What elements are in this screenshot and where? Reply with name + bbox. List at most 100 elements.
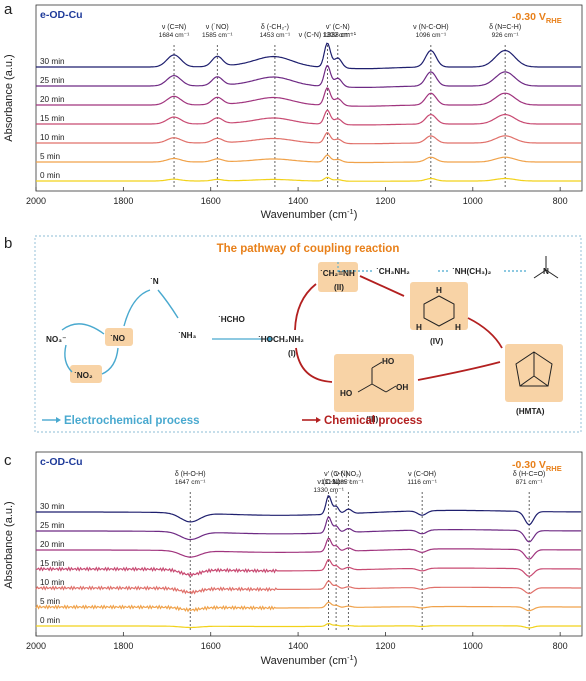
- chart-a: e-OD-Cu -0.30 VRHE Absorbance (a.u.) Wav…: [3, 4, 583, 221]
- x-tick-label: 1000: [463, 196, 483, 206]
- time-label: 0 min: [40, 171, 60, 180]
- chart-a-potential: -0.30 VRHE: [512, 11, 562, 25]
- chart-c-ylabel: Absorbance (a.u.): [3, 501, 15, 588]
- species-ch3nh2: ˙CH₃NH₂: [376, 267, 410, 276]
- chart-a-band-labels: ν (C=N)1684 cm⁻¹ ν (˙NO)1585 cm⁻¹ δ (-CH₂-…: [159, 23, 521, 39]
- band-wavenumber: 871 cm⁻¹: [516, 479, 544, 486]
- series-line-15-min: [36, 109, 582, 126]
- time-label: 10 min: [40, 578, 65, 587]
- pathway-diagram: The pathway of coupling reaction NO₃⁻ ˙N…: [34, 235, 582, 433]
- x-tick-label: 1000: [463, 641, 483, 651]
- x-tick-label: 2000: [26, 641, 46, 651]
- time-label: 10 min: [40, 133, 65, 142]
- time-label: 30 min: [40, 502, 65, 511]
- triol-oh-right: OH: [396, 383, 408, 392]
- species-ch2nh: ˙CH₂=NH: [320, 269, 355, 278]
- band-label: δ (N=C-H): [489, 24, 521, 31]
- arrow-iii-hmta: [417, 361, 501, 381]
- chart-a-ylabel: Absorbance (a.u.): [3, 54, 15, 141]
- arrow-no3-no: [61, 323, 105, 335]
- time-label: 30 min: [40, 57, 65, 66]
- series-line-10-min: [35, 580, 582, 595]
- label-ii: (II): [334, 283, 344, 292]
- series-line-5-min: [36, 154, 582, 164]
- chart-c-frame: [35, 451, 583, 637]
- x-tick-label: 1200: [375, 641, 395, 651]
- time-label: 25 min: [40, 76, 65, 85]
- species-nh3: ˙NH₃: [178, 331, 197, 340]
- band-label: ν (C-OH): [408, 471, 436, 478]
- band-label: ν (C=N): [162, 24, 186, 31]
- band-wavenumber: 1285 cm⁻¹: [333, 479, 364, 486]
- legend-electrochemical: Electrochemical process: [64, 415, 200, 427]
- label-iv: (IV): [430, 337, 443, 346]
- arrow-ii-iv: [359, 275, 405, 297]
- series-line-25-min: [36, 64, 582, 88]
- band-wavenumber: 1647 cm⁻¹: [175, 479, 206, 486]
- time-label: 5 min: [40, 597, 60, 606]
- band-wavenumber: 1309 cm⁻¹: [323, 32, 354, 39]
- band-label: δ (H-C=O): [513, 471, 545, 478]
- band-label: ν (C-N): [317, 479, 340, 486]
- time-label: 0 min: [40, 616, 60, 625]
- time-label: 25 min: [40, 521, 65, 530]
- triazine-h-top: H: [436, 286, 442, 295]
- arrow-i-iii: [295, 347, 333, 383]
- band-label: ν (N-C-OH): [413, 24, 448, 31]
- x-tick-label: 800: [553, 196, 568, 206]
- triazine-h-right: H: [455, 323, 461, 332]
- x-tick-label: 2000: [26, 196, 46, 206]
- time-label: 20 min: [40, 95, 65, 104]
- band-wavenumber: 1330 cm⁻¹: [313, 487, 344, 494]
- band-label: ν (C-N) 1333 cm⁻¹: [299, 32, 357, 39]
- x-tick-label: 800: [553, 641, 568, 651]
- chart-a-xlabel: Wavenumber (cm-1): [261, 207, 358, 221]
- trimethylamine-structure: [533, 256, 559, 279]
- chart-a-series: [36, 42, 582, 182]
- series-line-20-min: [36, 537, 582, 560]
- series-line-0-min: [36, 623, 582, 629]
- species-hoch2nh2: ˙HOCH₂NH₂: [258, 335, 304, 344]
- box-iii: [334, 354, 414, 412]
- x-tick-label: 1400: [288, 641, 308, 651]
- arrow-no3-no2: [64, 344, 73, 373]
- band-wavenumber: 1684 cm⁻¹: [159, 32, 190, 39]
- chart-c-sample-label: c-OD-Cu: [40, 456, 83, 468]
- chart-c-potential: -0.30 VRHE: [512, 459, 562, 473]
- box-ch2nh: [318, 262, 358, 292]
- band-label: δ (H-O-H): [175, 471, 206, 478]
- series-line-5-min: [35, 601, 582, 613]
- band-wavenumber: 926 cm⁻¹: [492, 32, 520, 39]
- band-label: ν (˙NO): [206, 23, 229, 31]
- band-label: ν' (C-N): [324, 471, 348, 478]
- panel-letter-b: b: [4, 235, 12, 252]
- label-hmta: (HMTA): [516, 407, 545, 416]
- chart-a-sample-label: e-OD-Cu: [40, 9, 83, 21]
- chart-a-frame: [35, 4, 583, 192]
- chart-a-xticks: 2000 1800 1600 1400 1200 1000 800: [26, 187, 568, 206]
- time-label: 15 min: [40, 559, 65, 568]
- pathway-frame: [34, 235, 582, 433]
- chart-c-series: [35, 495, 582, 629]
- trimethylamine-n: N: [543, 267, 549, 276]
- chart-c-xlabel: Wavenumber (cm-1): [261, 653, 358, 667]
- x-tick-label: 1600: [201, 196, 221, 206]
- triol-amine-structure: [357, 361, 397, 393]
- chart-c-xticks: 2000 1800 1600 1400 1200 1000 800: [26, 632, 568, 651]
- series-line-15-min: [35, 559, 582, 578]
- arrow-no-n: [123, 289, 151, 327]
- triazine-h-left: H: [416, 323, 422, 332]
- series-line-30-min: [36, 495, 582, 526]
- series-line-20-min: [36, 87, 582, 107]
- species-n: ˙N: [150, 277, 159, 286]
- arrow-iv-hmta: [467, 317, 503, 349]
- species-hcho: ˙HCHO: [218, 315, 245, 324]
- chart-a-time-labels: 0 min 5 min 10 min 15 min 20 min 25 min 30 min: [40, 57, 65, 180]
- arrow-n-nh3: [157, 289, 179, 319]
- band-label: ν (˙NO₂): [335, 470, 361, 478]
- chart-c: c-OD-Cu -0.30 VRHE Absorbance (a.u.) Wav…: [3, 451, 583, 667]
- species-no: ˙NO: [110, 334, 126, 343]
- band-wavenumber: 1313 cm⁻¹: [321, 479, 352, 486]
- box-no2: [70, 365, 102, 383]
